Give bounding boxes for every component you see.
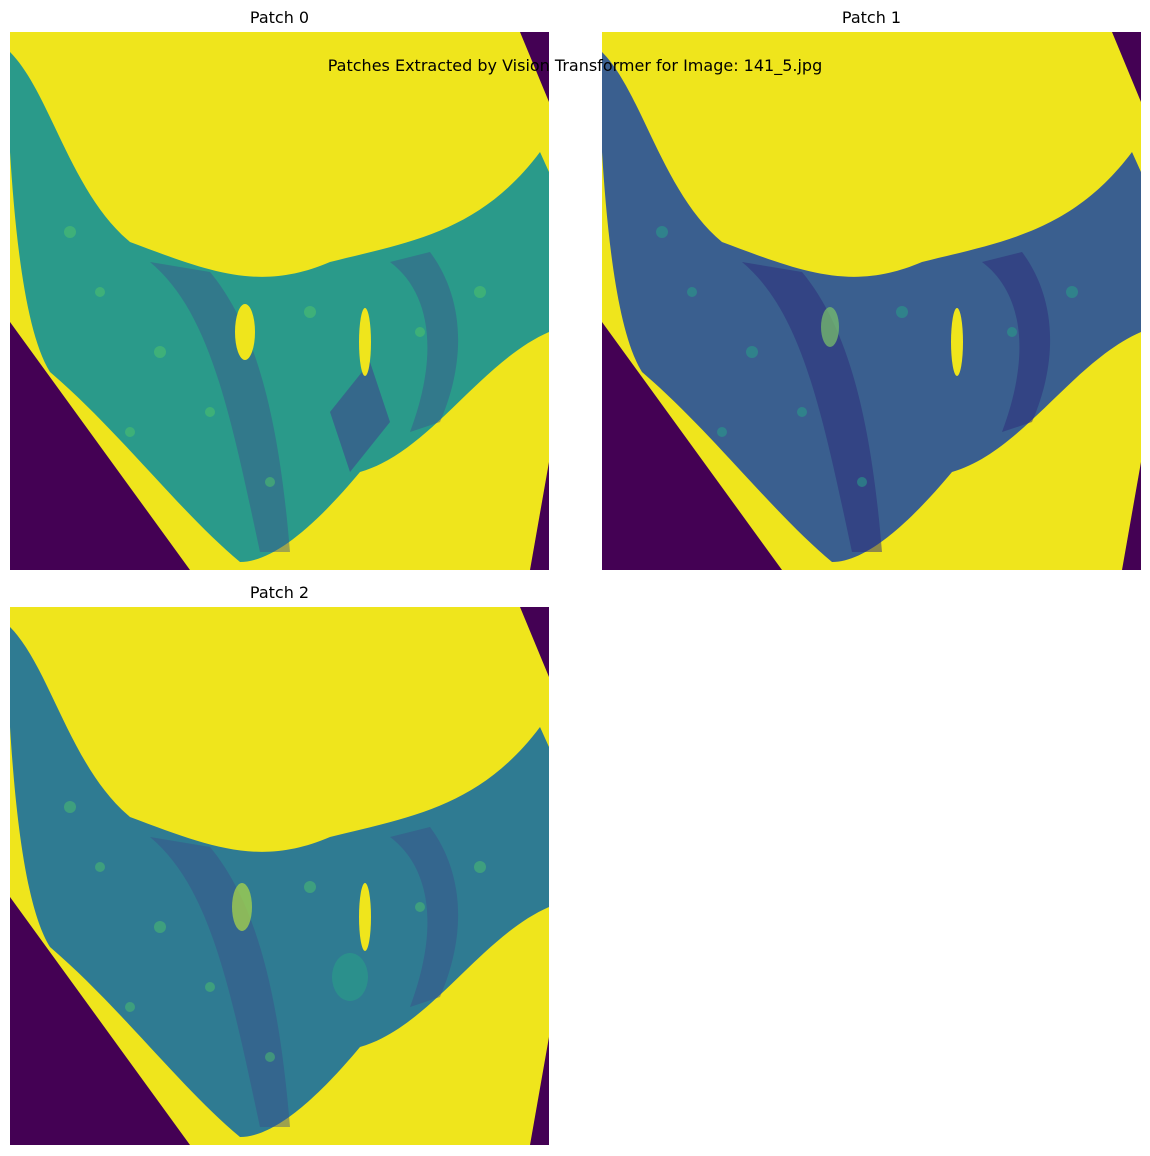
patch-0-title: Patch 0	[249, 8, 310, 27]
patch-0-svg	[10, 32, 549, 570]
patch-2-title: Patch 2	[249, 583, 310, 602]
patch-0-image	[10, 32, 549, 570]
patch-1-svg	[602, 32, 1141, 570]
figure-title: Patches Extracted by Vision Transformer …	[327, 56, 823, 75]
patch-2-image	[10, 607, 549, 1145]
patch-2-svg	[10, 607, 549, 1145]
patch-1-title: Patch 1	[841, 8, 902, 27]
patch-1-image	[602, 32, 1141, 570]
